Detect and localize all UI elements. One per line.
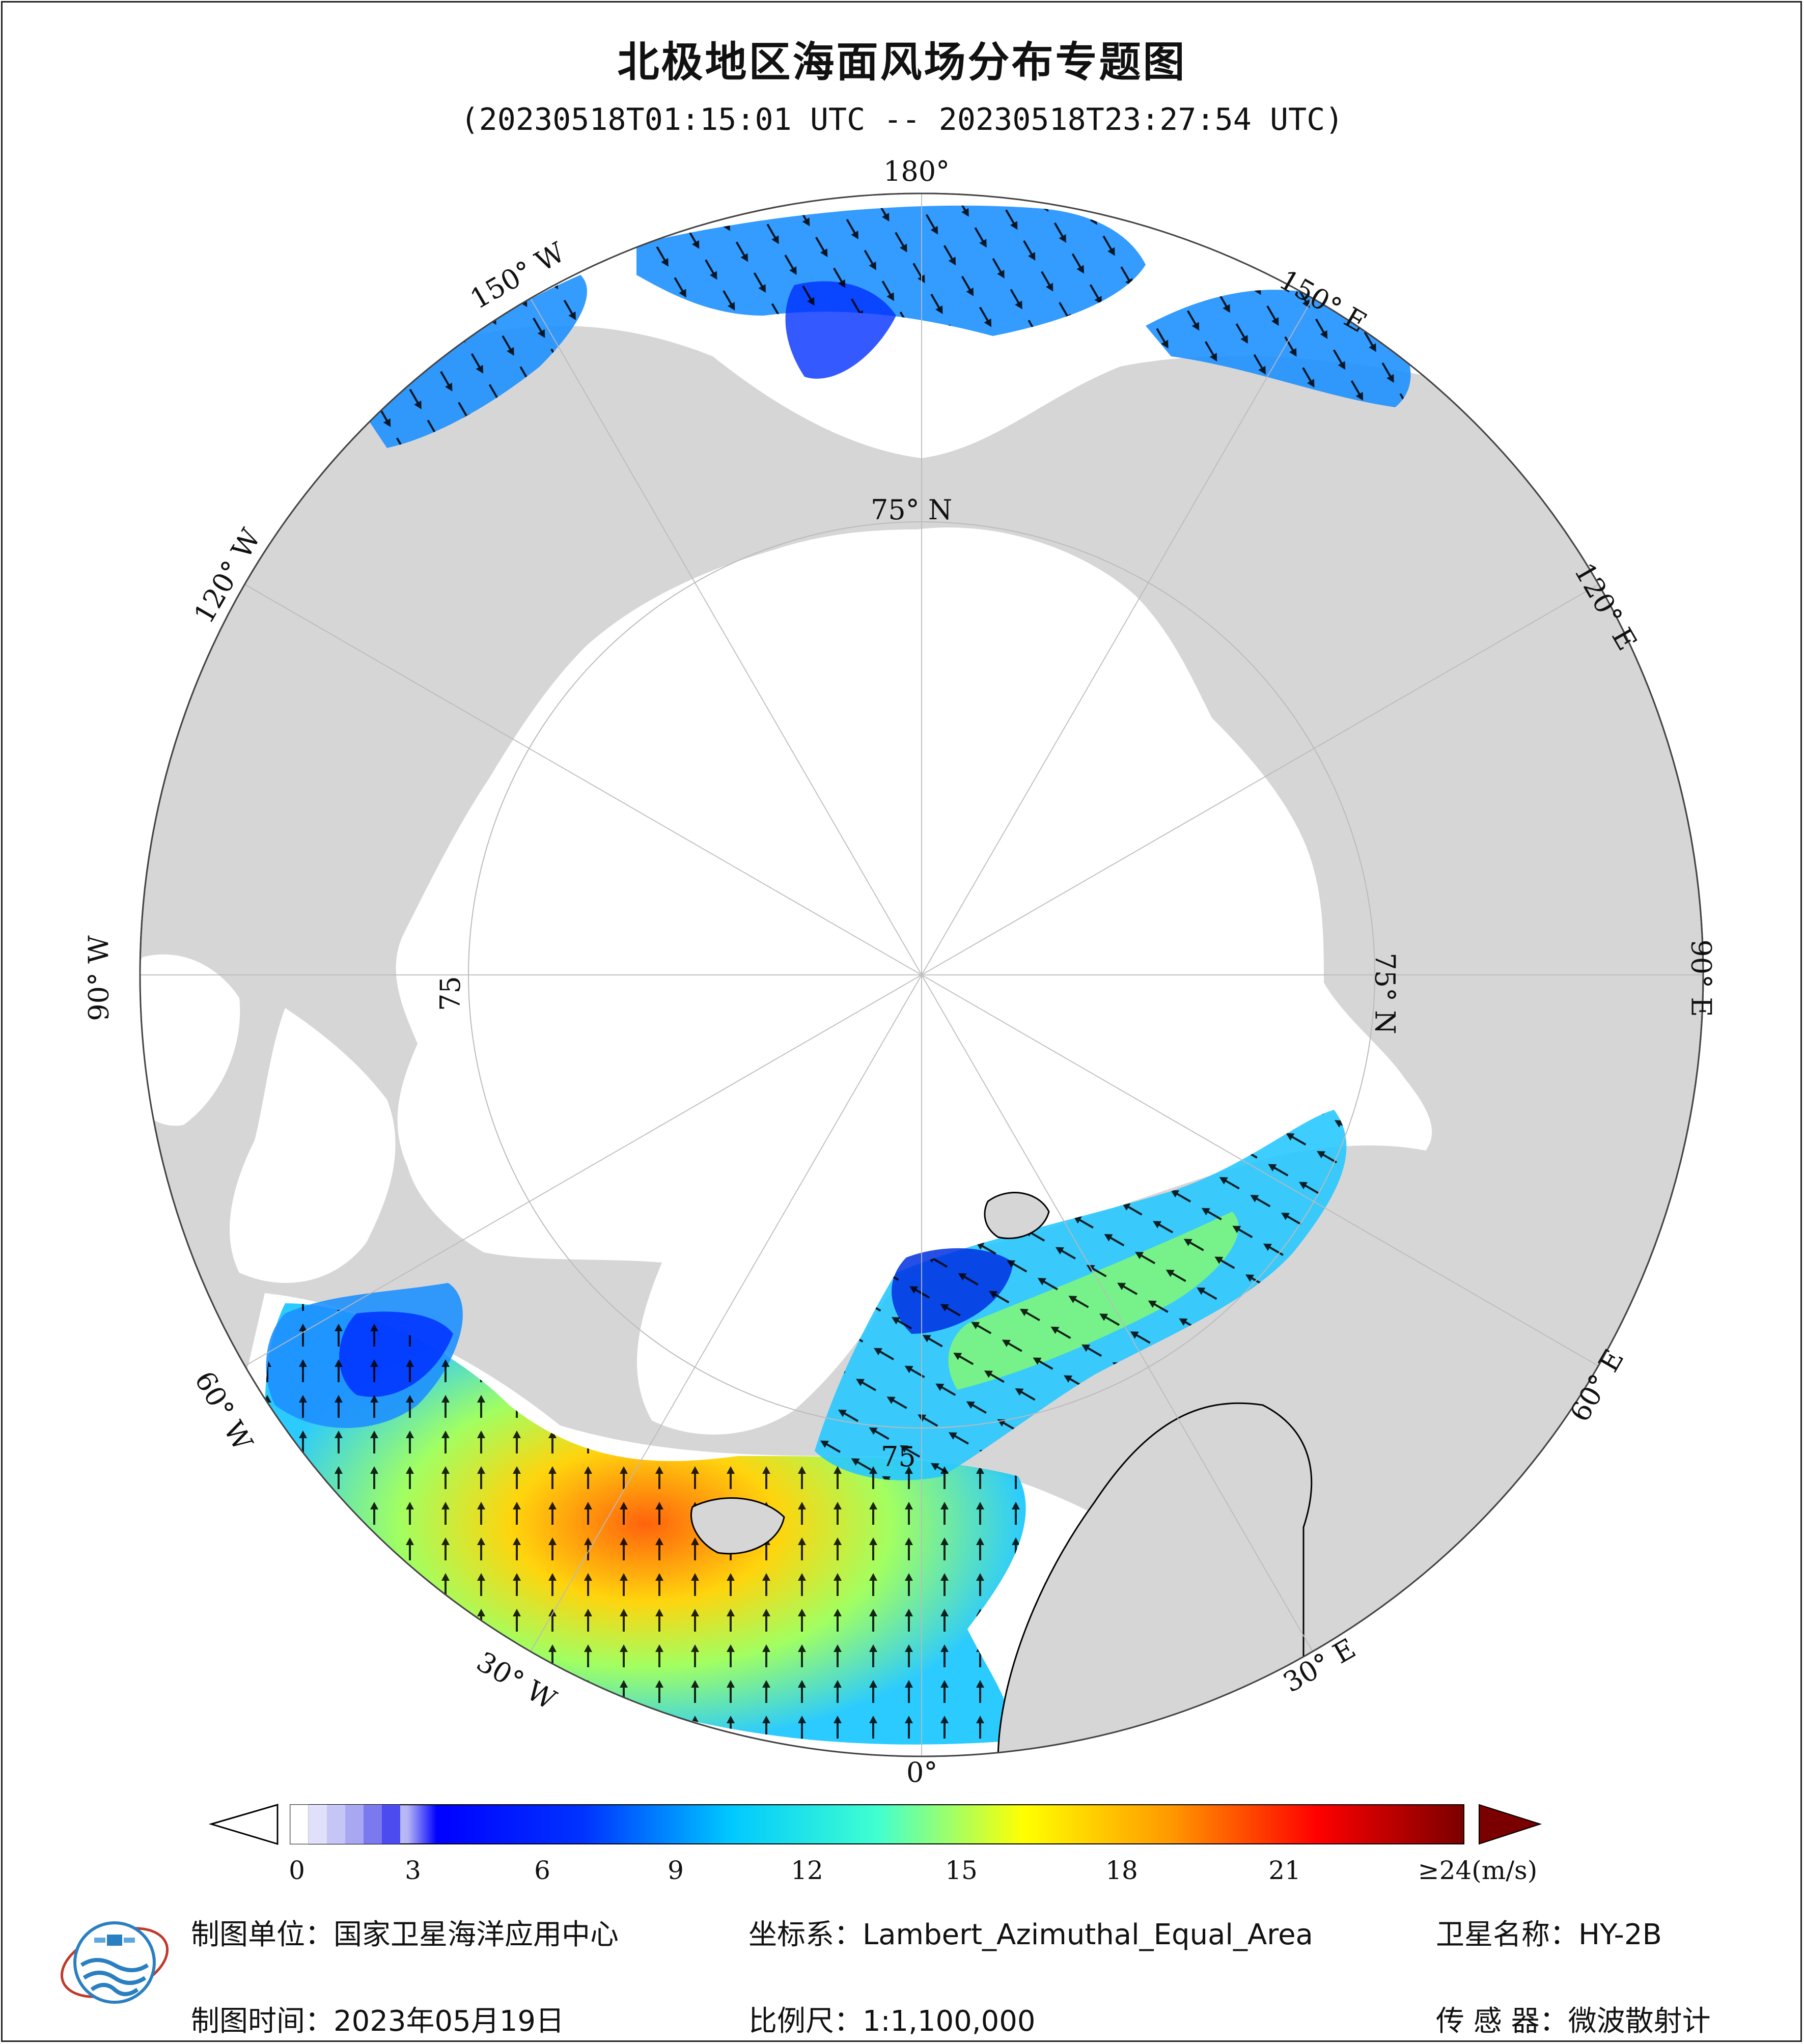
lon-label-180: 180° bbox=[883, 155, 950, 187]
wind-arrows-atlantic bbox=[265, 1303, 1026, 1745]
production-date: 制图时间：2023年05月19日 bbox=[191, 2005, 565, 2038]
lat-label-bottom: 75 bbox=[881, 1441, 916, 1473]
projection-info: 坐标系：Lambert_Azimuthal_Equal_Area bbox=[748, 1918, 1313, 1951]
lon-label-90w: 90° W bbox=[82, 935, 115, 1021]
lat-label-left: 75 bbox=[434, 976, 466, 1011]
lat-label-right: 75° N bbox=[1369, 953, 1401, 1034]
colorbar-tick-0: 0 bbox=[289, 1856, 305, 1885]
sensor-name: 传 感 器：微波散射计 bbox=[1436, 2005, 1711, 2038]
colorbar-tick-9: 9 bbox=[668, 1856, 684, 1885]
colorbar-tick-15: 15 bbox=[945, 1856, 978, 1885]
baffin-bay bbox=[230, 1008, 396, 1283]
wind-arrows-barents bbox=[815, 1110, 1347, 1480]
producer-info: 制图单位：国家卫星海洋应用中心 bbox=[191, 1918, 619, 1951]
time-range: (20230518T01:15:01 UTC -- 20230518T23:27… bbox=[460, 102, 1344, 137]
map-title: 北极地区海面风场分布专题图 bbox=[617, 38, 1187, 87]
svalbard bbox=[984, 1192, 1050, 1240]
hudson-bay bbox=[140, 954, 240, 1126]
colorbar-unit-label: ≥24(m/s) bbox=[1418, 1856, 1538, 1885]
scale-info: 比例尺：1:1,100,000 bbox=[748, 2005, 1036, 2038]
lon-label-90e: 90° E bbox=[1685, 939, 1717, 1017]
meridians bbox=[140, 193, 1703, 1756]
nsoas-logo bbox=[60, 1921, 169, 2004]
colorbar-tick-21: 21 bbox=[1268, 1856, 1301, 1885]
colorbar-tick-12: 12 bbox=[791, 1856, 823, 1885]
lat-label-top: 75° N bbox=[871, 494, 953, 526]
colorbar-tick-18: 18 bbox=[1105, 1856, 1138, 1885]
wind-arrows-pacific bbox=[367, 205, 1411, 448]
satellite-name: 卫星名称：HY-2B bbox=[1436, 1918, 1662, 1951]
scandinavia bbox=[997, 1402, 1313, 1756]
arctic-ocean bbox=[396, 527, 1432, 1435]
colorbar-tick-3: 3 bbox=[405, 1856, 421, 1885]
lon-label-0: 0° bbox=[906, 1756, 938, 1788]
colorbar-tick-6: 6 bbox=[534, 1856, 550, 1885]
iceland bbox=[690, 1497, 785, 1555]
